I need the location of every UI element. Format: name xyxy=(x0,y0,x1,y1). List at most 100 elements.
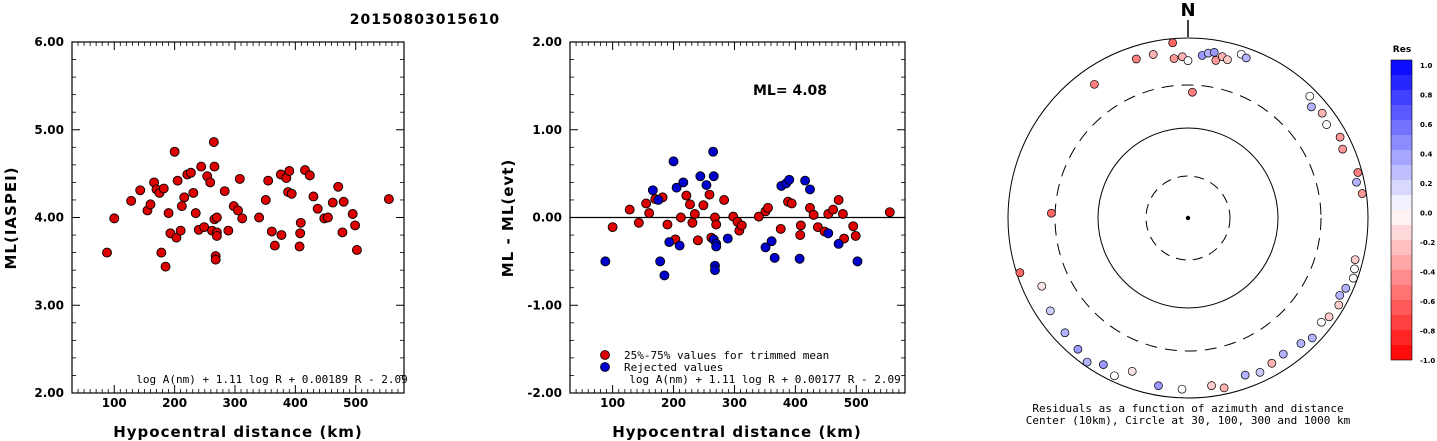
circle-100km xyxy=(1097,127,1279,309)
colorbar-cell xyxy=(1391,345,1412,360)
legend-rejected-label: Rejected values xyxy=(624,361,723,374)
station-marker xyxy=(1148,50,1158,59)
colorbar-cell xyxy=(1391,90,1412,105)
data-point xyxy=(333,181,344,192)
data-point xyxy=(383,194,394,205)
data-point xyxy=(295,217,306,228)
colorbar-outline xyxy=(1390,59,1413,361)
ml-y-axis-label: ML(IASPEI) xyxy=(2,166,20,269)
x-tick-label: 400 xyxy=(283,396,308,410)
data-point xyxy=(833,238,844,249)
colorbar-cell xyxy=(1391,210,1412,225)
station-marker xyxy=(1037,281,1047,291)
station-marker xyxy=(1073,344,1083,354)
data-point xyxy=(655,256,666,267)
y-tick-label: 0.00 xyxy=(532,211,562,225)
colorbar-cell xyxy=(1391,270,1412,285)
station-marker xyxy=(1177,384,1187,394)
data-point xyxy=(269,240,280,251)
data-point xyxy=(698,200,709,211)
data-point xyxy=(210,254,221,265)
data-point xyxy=(190,208,201,219)
data-point xyxy=(664,237,675,248)
colorbar-cell xyxy=(1391,150,1412,165)
station-marker xyxy=(1296,339,1306,348)
data-point xyxy=(304,170,315,181)
data-point xyxy=(312,203,323,214)
data-point xyxy=(338,196,349,207)
station-marker xyxy=(1335,132,1345,142)
colorbar-cell xyxy=(1391,330,1412,345)
data-point xyxy=(102,247,112,258)
data-point xyxy=(175,225,186,236)
colorbar-cell xyxy=(1391,255,1412,270)
data-point xyxy=(237,213,248,224)
circle-30km xyxy=(1145,175,1231,261)
data-point xyxy=(322,212,333,223)
colorbar-cell xyxy=(1391,240,1412,255)
data-point xyxy=(223,225,234,236)
station-marker xyxy=(1047,208,1056,218)
data-point xyxy=(795,230,806,241)
data-point xyxy=(708,171,719,182)
data-point xyxy=(678,177,689,188)
data-point xyxy=(209,161,220,172)
azimuth-distance-panel: N Residuals as a function of azimuth and… xyxy=(1007,0,1369,427)
data-point xyxy=(263,175,274,186)
station-marker xyxy=(1240,370,1250,380)
x-tick-label: 100 xyxy=(102,396,127,410)
colorbar-tick: 1.0 xyxy=(1420,62,1433,70)
colorbar-cell xyxy=(1391,135,1412,150)
residual-colorbar: Res 1.0 0.8 0.6 0.4 0.2 0.0 -0.2 -0.4 -0.6 -0.8 -1… xyxy=(1390,45,1435,365)
station-marker xyxy=(1307,102,1316,112)
figure-title: 20150803015610 xyxy=(350,12,500,28)
data-point xyxy=(884,207,895,218)
x-tick-label: 200 xyxy=(162,396,187,410)
colorbar-cell xyxy=(1391,105,1412,120)
x-tick-label: 500 xyxy=(844,396,869,410)
data-point xyxy=(674,240,685,251)
ml-axis-ticks: 100 200 300 400 500 2.00 3.00 4.00 5.00 6.00 xyxy=(34,35,405,410)
data-point xyxy=(671,182,682,193)
y-tick-label: 1.00 xyxy=(532,123,562,137)
colorbar-cell xyxy=(1391,75,1412,90)
data-point xyxy=(662,219,673,230)
data-point xyxy=(327,197,338,208)
data-point xyxy=(828,204,839,215)
data-point xyxy=(254,212,265,223)
data-point xyxy=(689,209,700,219)
station-marker xyxy=(1168,38,1178,48)
data-point xyxy=(848,221,859,232)
data-point xyxy=(624,204,635,215)
station-marker xyxy=(1307,333,1317,343)
colorbar-cells xyxy=(1390,59,1413,361)
data-point xyxy=(308,191,319,202)
data-point xyxy=(805,184,815,195)
residual-data-points xyxy=(600,146,895,281)
data-point xyxy=(692,235,703,246)
colorbar-cell xyxy=(1391,300,1412,315)
data-point xyxy=(795,220,806,231)
data-point xyxy=(185,167,196,178)
colorbar-tick: -1.0 xyxy=(1420,357,1435,365)
polar-caption-line2: Center (10km), Circle at 30, 100, 300 an… xyxy=(1026,414,1351,427)
y-tick-label: 4.00 xyxy=(34,211,64,225)
data-point xyxy=(350,220,361,231)
data-point xyxy=(653,194,664,205)
data-point xyxy=(211,212,222,223)
station-marker xyxy=(1335,290,1345,300)
data-point xyxy=(633,217,644,228)
y-tick-label: 3.00 xyxy=(34,298,64,312)
ml-x-axis-label: Hypocentral distance (km) xyxy=(113,423,363,441)
colorbar-cell xyxy=(1391,165,1412,180)
station-marker xyxy=(1322,120,1331,129)
station-marker xyxy=(1211,56,1221,65)
colorbar-tick: -0.8 xyxy=(1420,328,1435,336)
y-tick-label: 5.00 xyxy=(34,123,64,137)
data-point xyxy=(205,177,216,188)
ml-event-annotation: ML= 4.08 xyxy=(753,83,827,99)
data-point xyxy=(266,226,277,237)
station-marker xyxy=(1334,300,1344,310)
station-marker xyxy=(1353,168,1363,177)
station-residual-points xyxy=(1015,38,1367,394)
